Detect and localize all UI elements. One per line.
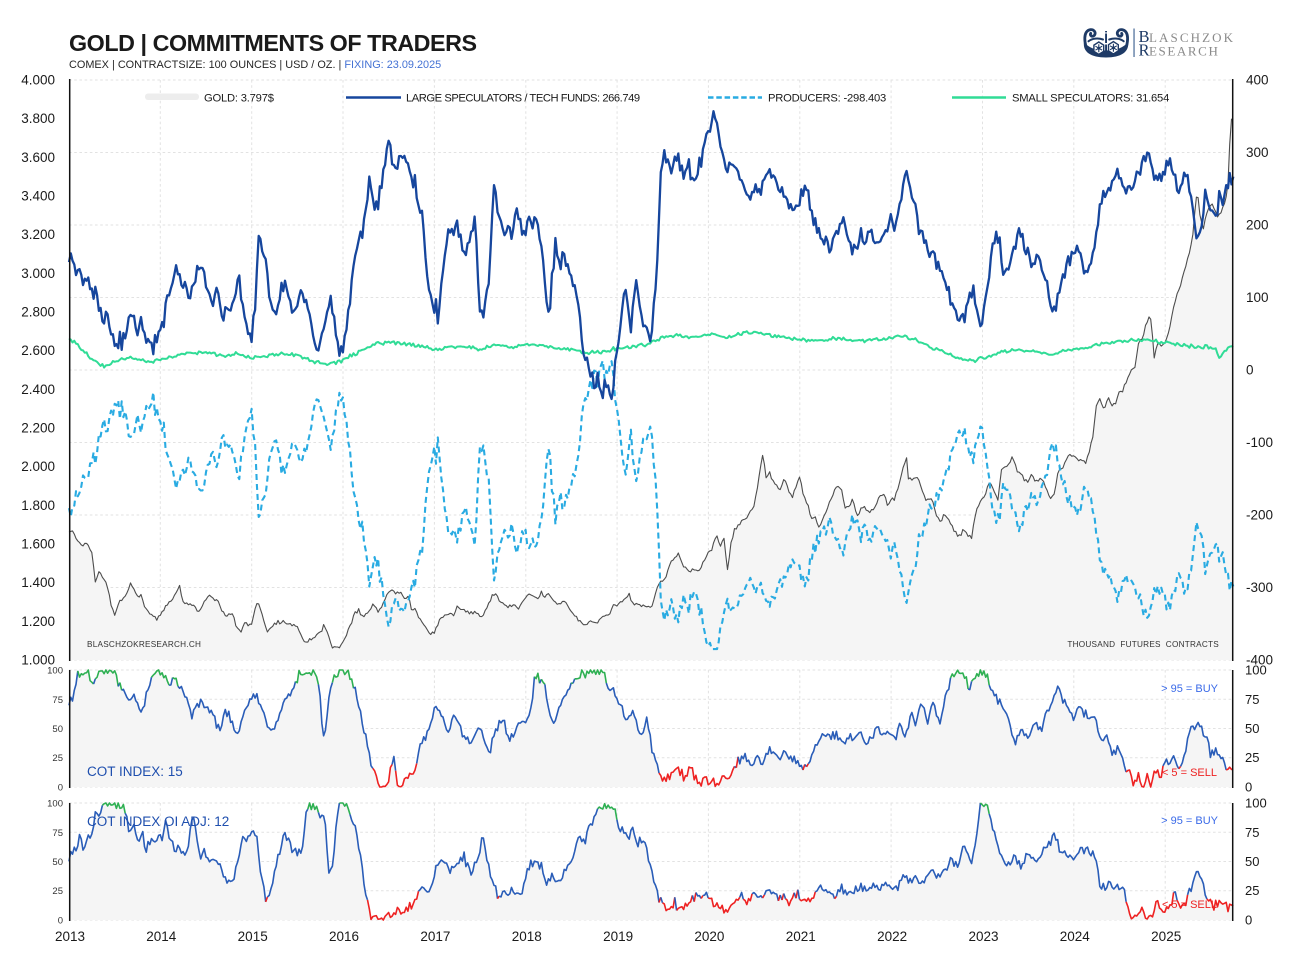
svg-text:> 95 = BUY: > 95 = BUY xyxy=(1161,815,1219,827)
svg-text:2015: 2015 xyxy=(238,929,268,944)
svg-text:25: 25 xyxy=(52,886,63,897)
svg-text:-300: -300 xyxy=(1246,580,1273,595)
svg-text:50: 50 xyxy=(52,857,63,868)
svg-text:50: 50 xyxy=(52,724,63,735)
svg-text:1.400: 1.400 xyxy=(21,575,55,590)
svg-text:0: 0 xyxy=(1246,363,1254,378)
svg-text:3.800: 3.800 xyxy=(21,111,55,126)
svg-text:0: 0 xyxy=(1245,913,1252,928)
svg-text:0: 0 xyxy=(58,783,63,794)
svg-text:2023: 2023 xyxy=(968,929,998,944)
svg-text:2024: 2024 xyxy=(1060,929,1091,944)
svg-text:2014: 2014 xyxy=(146,929,177,944)
svg-text:3.400: 3.400 xyxy=(21,189,55,204)
svg-text:2.800: 2.800 xyxy=(21,305,55,320)
svg-text:2016: 2016 xyxy=(329,929,359,944)
svg-text:3.200: 3.200 xyxy=(21,227,55,242)
svg-text:300: 300 xyxy=(1246,145,1269,160)
svg-text:LARGE SPECULATORS / TECH FUNDS: LARGE SPECULATORS / TECH FUNDS: 266.749 xyxy=(406,93,640,105)
svg-text:THOUSAND FUTURES CONTRACTS: THOUSAND FUTURES CONTRACTS xyxy=(1067,640,1219,649)
svg-text:100: 100 xyxy=(1246,290,1269,305)
svg-text:2.400: 2.400 xyxy=(21,382,55,397)
svg-text:2020: 2020 xyxy=(694,929,724,944)
svg-text:-400: -400 xyxy=(1246,653,1273,668)
svg-text:0: 0 xyxy=(1245,780,1252,795)
svg-text:1.600: 1.600 xyxy=(21,537,55,552)
svg-text:75: 75 xyxy=(52,695,63,706)
svg-text:200: 200 xyxy=(1246,218,1269,233)
svg-text:ESEARCH: ESEARCH xyxy=(1149,44,1219,59)
svg-text:100: 100 xyxy=(1245,663,1267,678)
svg-text:100: 100 xyxy=(1245,796,1267,811)
svg-text:1.200: 1.200 xyxy=(21,614,55,629)
svg-text:50: 50 xyxy=(1245,854,1259,869)
svg-text:PRODUCERS: -298.403: PRODUCERS: -298.403 xyxy=(768,93,886,105)
svg-text:2021: 2021 xyxy=(786,929,816,944)
svg-text:100: 100 xyxy=(47,799,63,810)
svg-text:2.600: 2.600 xyxy=(21,343,55,358)
svg-text:LASCHZOK: LASCHZOK xyxy=(1149,30,1235,45)
svg-text:1.000: 1.000 xyxy=(21,653,55,668)
svg-text:25: 25 xyxy=(1245,750,1259,765)
svg-text:2.000: 2.000 xyxy=(21,459,55,474)
svg-text:400: 400 xyxy=(1246,73,1269,88)
svg-text:50: 50 xyxy=(1245,721,1259,736)
svg-text:> 95 = BUY: > 95 = BUY xyxy=(1161,683,1219,695)
svg-text:-100: -100 xyxy=(1246,435,1273,450)
svg-text:2022: 2022 xyxy=(877,929,907,944)
svg-text:BLASCHZOKRESEARCH.CH: BLASCHZOKRESEARCH.CH xyxy=(87,640,201,649)
svg-text:GOLD | COMMITMENTS OF TRADERS: GOLD | COMMITMENTS OF TRADERS xyxy=(69,30,477,56)
svg-text:75: 75 xyxy=(1245,825,1259,840)
svg-text:-200: -200 xyxy=(1246,508,1273,523)
svg-text:GOLD: 3.797$: GOLD: 3.797$ xyxy=(204,93,275,105)
svg-text:2025: 2025 xyxy=(1151,929,1181,944)
svg-text:2.200: 2.200 xyxy=(21,421,55,436)
svg-text:2018: 2018 xyxy=(512,929,542,944)
svg-text:B: B xyxy=(1139,27,1150,46)
svg-text:4.000: 4.000 xyxy=(21,73,55,88)
svg-text:0: 0 xyxy=(58,916,63,927)
svg-text:2019: 2019 xyxy=(603,929,633,944)
svg-text:SMALL SPECULATORS: 31.654: SMALL SPECULATORS: 31.654 xyxy=(1012,93,1169,105)
svg-text:COT INDEX OI ADJ: 12: COT INDEX OI ADJ: 12 xyxy=(87,814,229,829)
svg-text:75: 75 xyxy=(1245,692,1259,707)
svg-text:25: 25 xyxy=(52,753,63,764)
svg-text:2017: 2017 xyxy=(420,929,450,944)
svg-text:< 5 = SELL: < 5 = SELL xyxy=(1162,899,1217,911)
svg-text:25: 25 xyxy=(1245,883,1259,898)
svg-text:1.800: 1.800 xyxy=(21,498,55,513)
svg-text:3.600: 3.600 xyxy=(21,150,55,165)
svg-text:75: 75 xyxy=(52,828,63,839)
svg-text:COT INDEX: 15: COT INDEX: 15 xyxy=(87,764,183,779)
svg-text:< 5 = SELL: < 5 = SELL xyxy=(1162,767,1217,779)
svg-text:100: 100 xyxy=(47,666,63,677)
svg-text:3.000: 3.000 xyxy=(21,266,55,281)
svg-text:R: R xyxy=(1139,41,1150,60)
svg-text:2013: 2013 xyxy=(55,929,85,944)
svg-text:COMEX | CONTRACTSIZE: 100 OUNC: COMEX | CONTRACTSIZE: 100 OUNCES | USD /… xyxy=(69,59,441,71)
